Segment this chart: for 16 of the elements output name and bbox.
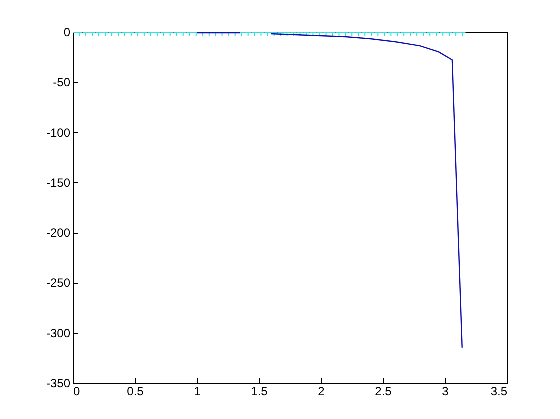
y-tick-label: -250: [46, 276, 71, 290]
y-tick-label: -300: [46, 326, 71, 340]
x-tick-label: 0.5: [127, 384, 144, 398]
x-tick-label: 1.5: [251, 384, 268, 398]
y-tick-label: 0: [64, 26, 71, 40]
y-tick-label: -200: [46, 226, 71, 240]
x-tick-label: 3.5: [490, 384, 508, 398]
x-tick-label: 0: [74, 384, 80, 398]
x-tick-label: 3: [442, 384, 450, 398]
y-tick-label: -100: [46, 126, 71, 140]
y-tick-label: -150: [46, 176, 71, 190]
x-tick-label: 2: [318, 384, 326, 398]
x-tick-label: 2.5: [375, 384, 392, 398]
x-tick-label: 1: [194, 384, 202, 398]
y-tick-label: -350: [46, 376, 71, 390]
y-tick-label: -50: [53, 76, 71, 90]
